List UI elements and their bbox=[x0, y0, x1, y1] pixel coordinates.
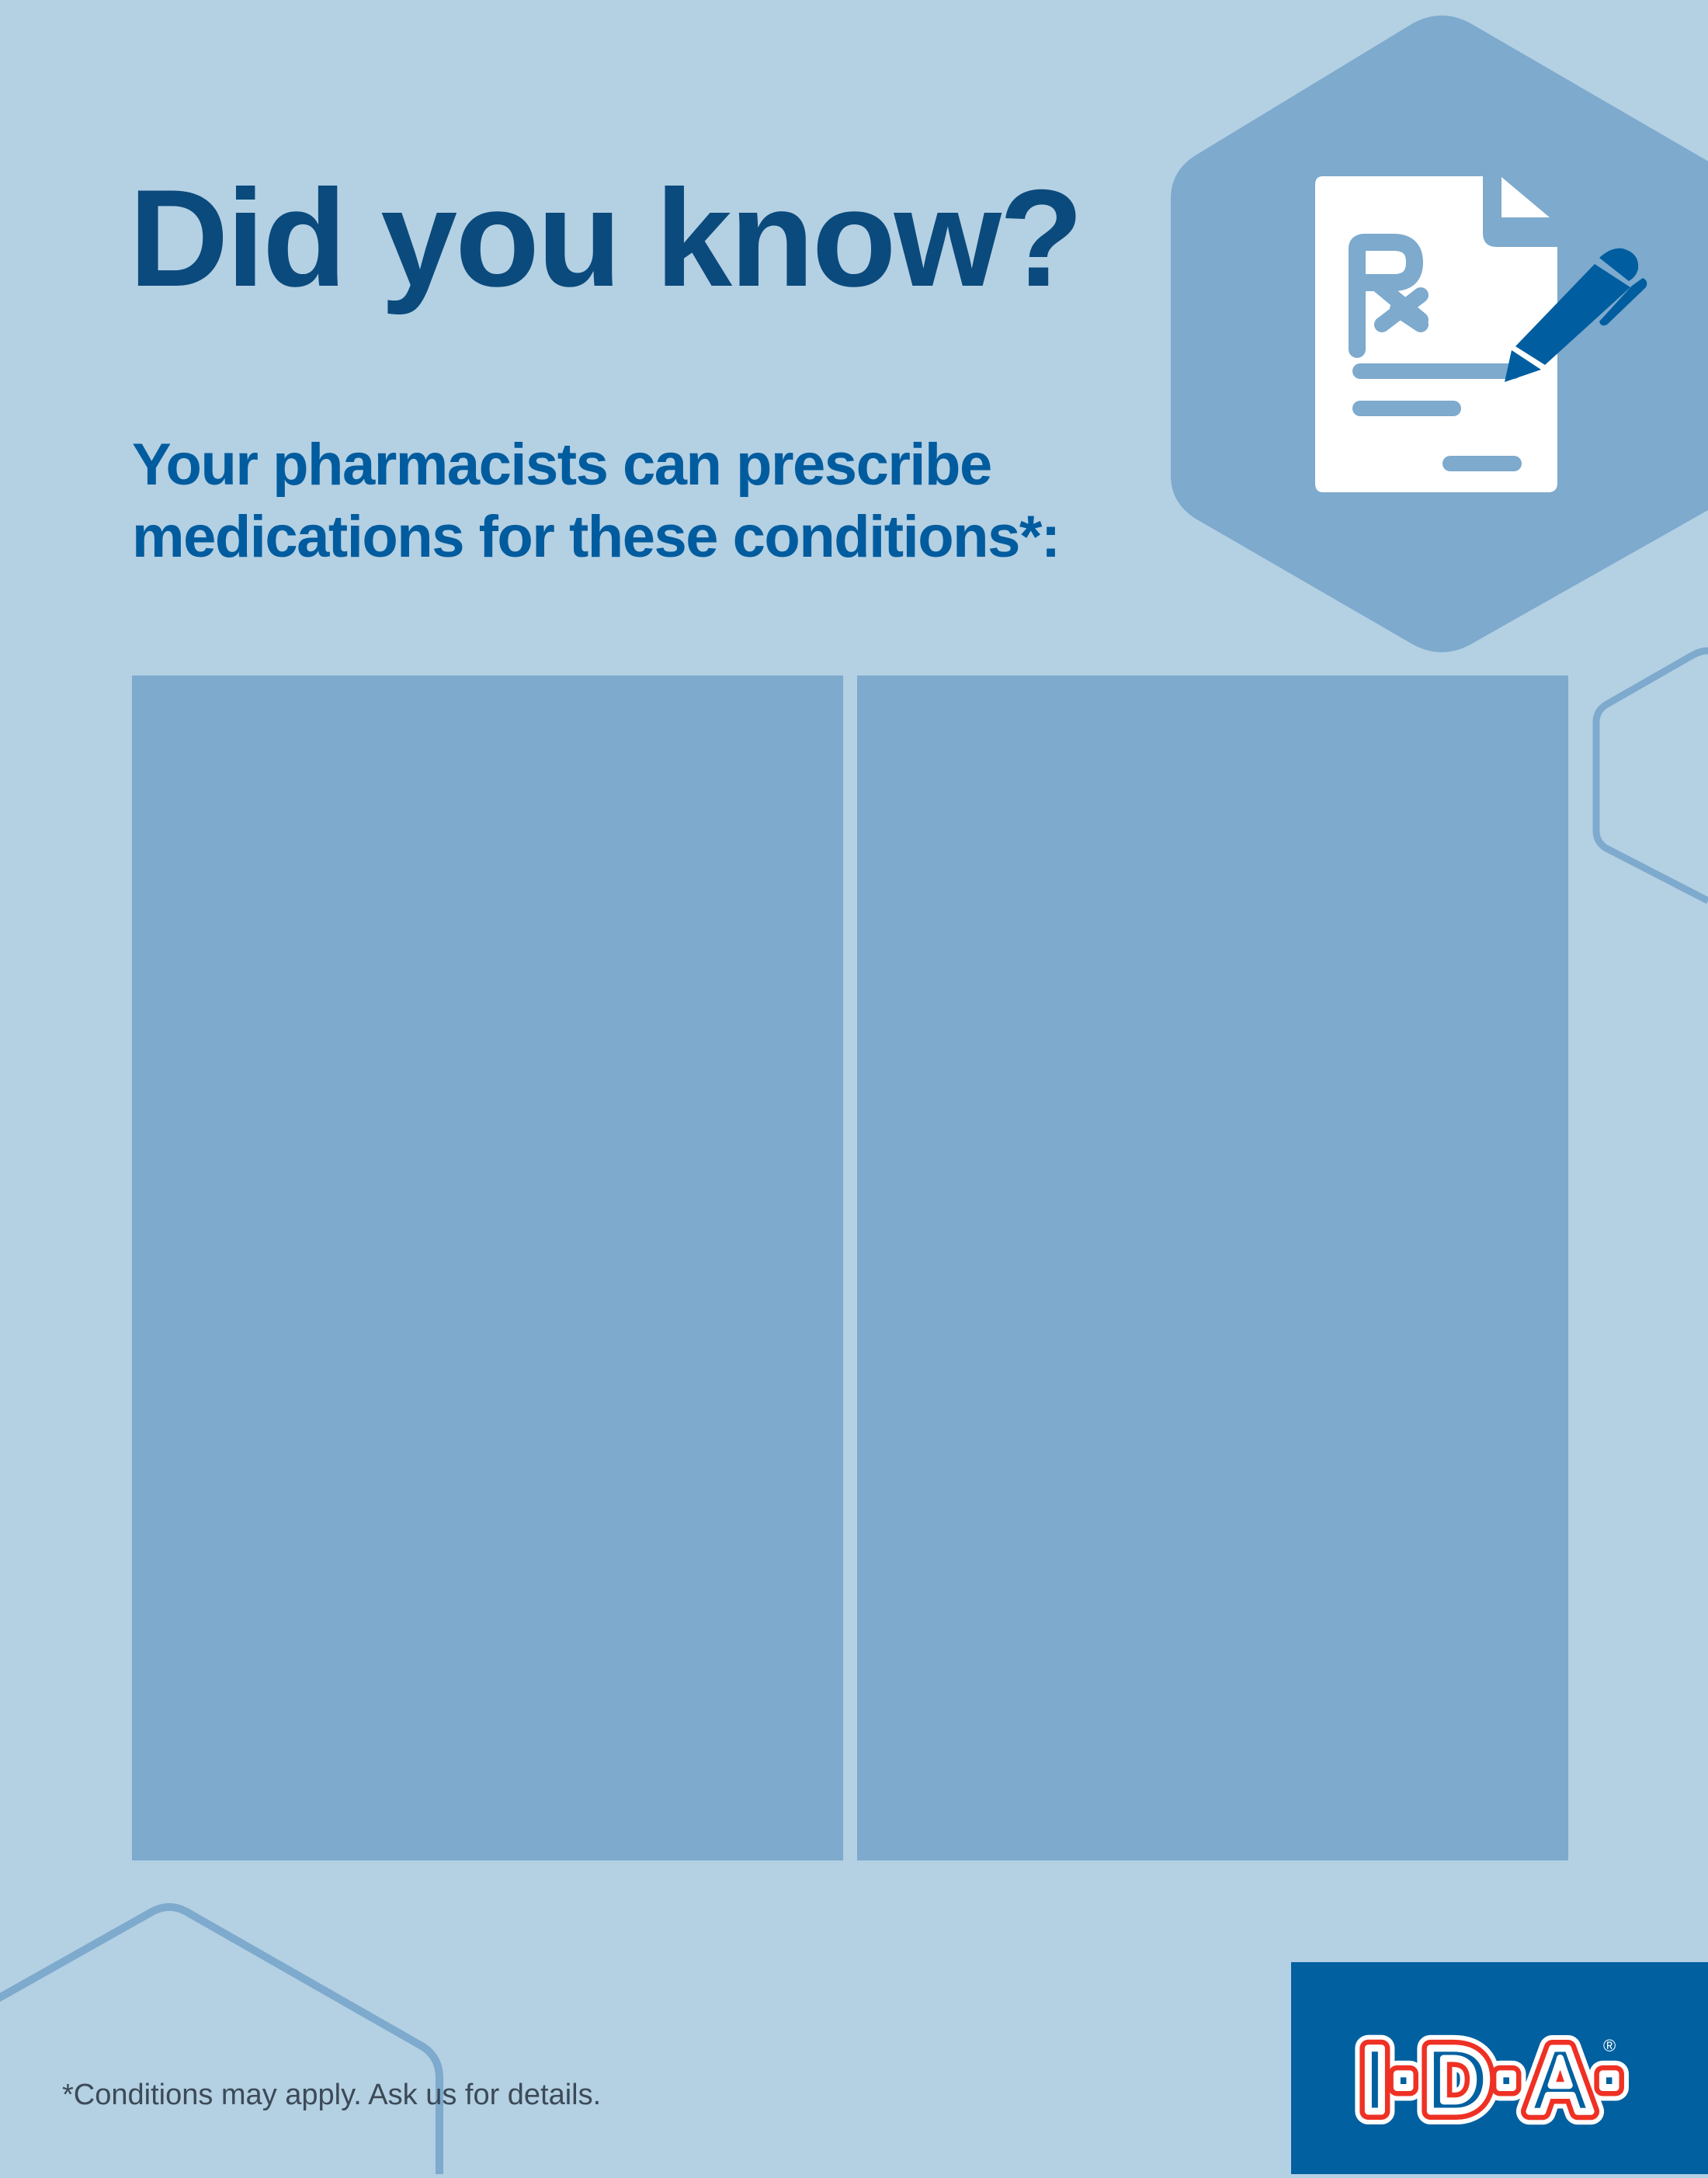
subtitle-line-2: medications for these conditions*: bbox=[132, 504, 1061, 570]
ida-logo-mark: I·D·A· I·D·A· I·D·A· ® bbox=[1349, 2016, 1640, 2145]
svg-text:I·D·A·: I·D·A· bbox=[1362, 2029, 1630, 2131]
outline-hexagon-bottom-left bbox=[0, 1903, 443, 2174]
registered-mark: ® bbox=[1603, 2036, 1616, 2055]
prescription-document-pen-icon bbox=[1315, 176, 1647, 492]
svg-text:I·D·A·: I·D·A· bbox=[1362, 2029, 1630, 2131]
subtitle-line-1: Your pharmacists can prescribe bbox=[132, 432, 992, 498]
conditions-panel-left bbox=[132, 676, 843, 1860]
outline-hexagon-right bbox=[1592, 647, 1708, 905]
ida-logo: I·D·A· I·D·A· I·D·A· ® bbox=[1291, 1962, 1708, 2174]
page-title: Did you know? bbox=[129, 161, 1084, 315]
footnote: *Conditions may apply. Ask us for detail… bbox=[62, 2079, 602, 2111]
subtitle: Your pharmacists can prescribe medicatio… bbox=[132, 429, 1061, 573]
conditions-panel-right bbox=[857, 676, 1568, 1860]
svg-text:I·D·A·: I·D·A· bbox=[1362, 2029, 1630, 2131]
